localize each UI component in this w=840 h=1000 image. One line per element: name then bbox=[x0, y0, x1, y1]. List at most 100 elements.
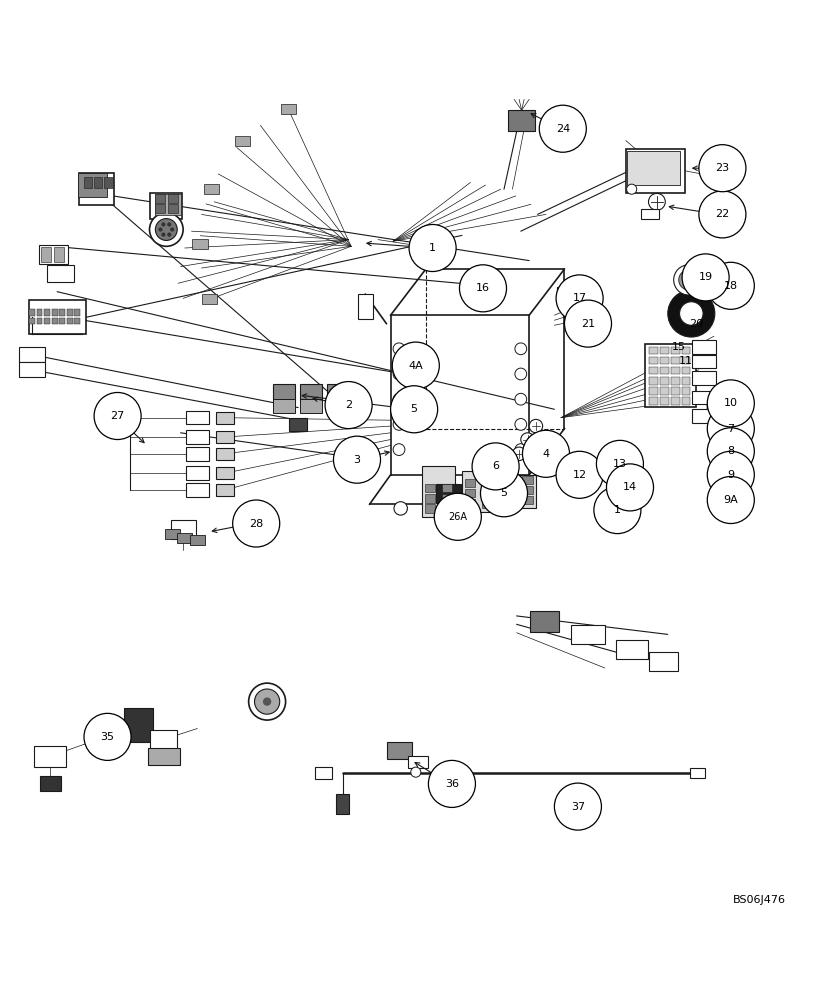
Bar bbox=[40, 776, 61, 791]
Bar bbox=[425, 494, 435, 503]
Circle shape bbox=[707, 476, 754, 524]
Circle shape bbox=[170, 227, 175, 232]
Bar bbox=[155, 204, 165, 213]
Circle shape bbox=[161, 233, 165, 237]
Bar bbox=[502, 475, 536, 508]
Bar bbox=[165, 529, 180, 539]
Circle shape bbox=[648, 193, 665, 210]
Text: 17: 17 bbox=[573, 293, 586, 303]
Bar bbox=[442, 494, 452, 503]
Circle shape bbox=[707, 451, 754, 498]
Circle shape bbox=[393, 419, 405, 430]
Bar bbox=[557, 287, 582, 306]
Bar bbox=[39, 245, 69, 264]
Circle shape bbox=[554, 783, 601, 830]
Circle shape bbox=[84, 713, 131, 760]
Bar bbox=[66, 318, 73, 324]
Bar bbox=[682, 387, 690, 395]
Bar bbox=[682, 347, 690, 354]
Circle shape bbox=[393, 393, 405, 405]
Circle shape bbox=[512, 447, 526, 461]
Bar bbox=[649, 367, 658, 374]
Bar bbox=[44, 309, 50, 316]
Bar bbox=[300, 399, 322, 413]
Circle shape bbox=[393, 444, 405, 455]
Circle shape bbox=[594, 487, 641, 534]
Circle shape bbox=[606, 464, 654, 511]
Bar bbox=[508, 110, 535, 131]
Circle shape bbox=[233, 500, 280, 547]
Bar bbox=[645, 344, 696, 407]
Text: 9: 9 bbox=[727, 470, 734, 480]
Circle shape bbox=[701, 263, 735, 297]
Bar bbox=[186, 466, 209, 480]
Bar bbox=[177, 533, 192, 543]
Text: BS06J476: BS06J476 bbox=[732, 895, 785, 905]
Bar bbox=[422, 466, 455, 517]
Circle shape bbox=[539, 105, 586, 152]
Bar bbox=[692, 409, 716, 423]
Text: 27: 27 bbox=[111, 411, 124, 421]
Bar bbox=[649, 377, 658, 384]
Circle shape bbox=[161, 222, 165, 227]
Bar bbox=[300, 384, 322, 401]
Bar bbox=[649, 357, 658, 364]
Bar bbox=[682, 397, 690, 405]
Text: 10: 10 bbox=[724, 398, 738, 408]
Text: 36: 36 bbox=[445, 779, 459, 789]
Bar bbox=[216, 448, 234, 460]
Circle shape bbox=[480, 470, 528, 517]
Bar bbox=[482, 489, 492, 497]
Bar bbox=[19, 347, 45, 362]
Text: 19: 19 bbox=[699, 272, 712, 282]
Bar bbox=[506, 486, 516, 494]
Bar bbox=[29, 318, 34, 324]
Circle shape bbox=[707, 269, 729, 291]
Bar bbox=[47, 265, 74, 282]
Circle shape bbox=[680, 302, 703, 325]
Circle shape bbox=[263, 697, 271, 706]
Bar bbox=[29, 300, 86, 334]
Text: 15: 15 bbox=[672, 342, 686, 352]
Bar bbox=[682, 367, 690, 374]
Text: 20: 20 bbox=[689, 319, 703, 329]
Circle shape bbox=[333, 436, 381, 483]
Bar bbox=[571, 625, 605, 644]
Bar bbox=[327, 384, 349, 401]
Bar bbox=[34, 746, 66, 767]
Bar bbox=[234, 136, 249, 146]
Circle shape bbox=[393, 368, 405, 380]
Bar bbox=[425, 504, 435, 513]
Bar bbox=[51, 318, 57, 324]
Bar bbox=[358, 294, 373, 319]
Bar bbox=[649, 387, 658, 395]
Circle shape bbox=[167, 233, 171, 237]
Text: 1: 1 bbox=[614, 505, 621, 515]
Bar bbox=[482, 479, 492, 487]
Bar bbox=[626, 149, 685, 193]
Bar bbox=[465, 489, 475, 497]
Circle shape bbox=[682, 254, 729, 301]
Bar bbox=[150, 730, 177, 749]
Text: 2: 2 bbox=[345, 400, 352, 410]
Circle shape bbox=[596, 440, 643, 487]
Circle shape bbox=[556, 275, 603, 322]
Circle shape bbox=[679, 270, 699, 290]
Bar bbox=[44, 318, 50, 324]
Text: 4: 4 bbox=[543, 449, 549, 459]
Circle shape bbox=[564, 300, 612, 347]
Bar bbox=[19, 362, 45, 377]
Bar bbox=[327, 399, 349, 413]
Circle shape bbox=[707, 380, 754, 427]
Bar bbox=[216, 467, 234, 479]
Bar bbox=[442, 484, 452, 492]
Circle shape bbox=[515, 419, 527, 430]
Bar bbox=[216, 412, 234, 424]
Bar bbox=[660, 387, 669, 395]
Circle shape bbox=[255, 689, 280, 714]
Bar bbox=[29, 309, 34, 316]
Bar bbox=[54, 247, 64, 262]
Circle shape bbox=[428, 760, 475, 807]
Bar bbox=[155, 194, 165, 203]
Circle shape bbox=[409, 224, 456, 272]
